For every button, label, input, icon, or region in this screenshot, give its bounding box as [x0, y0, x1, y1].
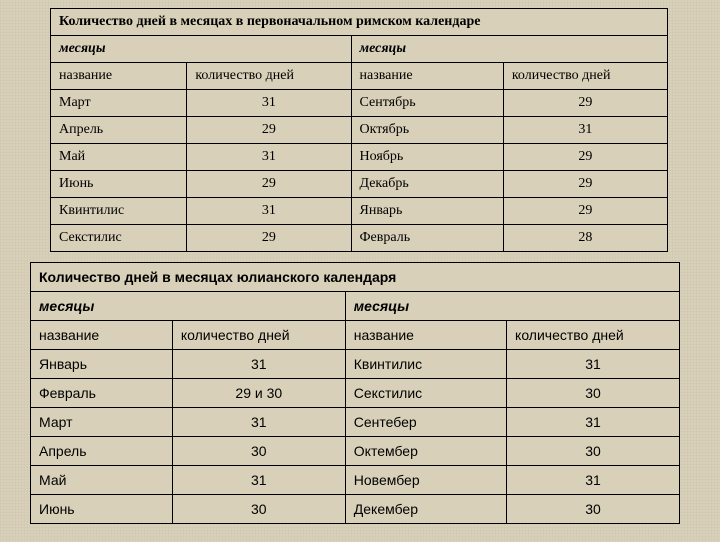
- month-name: Март: [51, 90, 187, 117]
- table-row: Апрель29Октябрь31: [51, 117, 668, 144]
- day-count: 29: [503, 90, 667, 117]
- table1-subhead-left: месяцы: [51, 36, 352, 63]
- month-name: Ноябрь: [351, 144, 503, 171]
- month-name: Сентябрь: [351, 90, 503, 117]
- day-count: 31: [503, 117, 667, 144]
- table1-col1: название: [51, 63, 187, 90]
- month-name: Секстилис: [345, 379, 506, 408]
- day-count: 30: [507, 379, 680, 408]
- month-name: Апрель: [51, 117, 187, 144]
- day-count: 29: [187, 225, 351, 252]
- month-name: Новембер: [345, 466, 506, 495]
- month-name: Декабрь: [351, 171, 503, 198]
- day-count: 30: [507, 495, 680, 524]
- day-count: 31: [187, 90, 351, 117]
- month-name: Квинтилис: [345, 350, 506, 379]
- day-count: 31: [507, 466, 680, 495]
- day-count: 30: [507, 437, 680, 466]
- month-name: Февраль: [31, 379, 173, 408]
- day-count: 30: [172, 437, 345, 466]
- day-count: 29: [503, 171, 667, 198]
- day-count: 31: [507, 408, 680, 437]
- table1-subhead-right: месяцы: [351, 36, 668, 63]
- table-row: Май31Ноябрь29: [51, 144, 668, 171]
- month-name: Июнь: [31, 495, 173, 524]
- table-row: Апрель30Октембер30: [31, 437, 680, 466]
- table2-col4: количество дней: [507, 321, 680, 350]
- julian-calendar-table: Количество дней в месяцах юлианского кал…: [30, 262, 680, 524]
- month-name: Октембер: [345, 437, 506, 466]
- month-name: Апрель: [31, 437, 173, 466]
- month-name: Январь: [351, 198, 503, 225]
- table-row: Март31Сентябрь29: [51, 90, 668, 117]
- month-name: Январь: [31, 350, 173, 379]
- table-row: Февраль29 и 30Секстилис30: [31, 379, 680, 408]
- month-name: Секстилис: [51, 225, 187, 252]
- month-name: Квинтилис: [51, 198, 187, 225]
- table2-subhead-left: месяцы: [31, 292, 346, 321]
- table1-col2: количество дней: [187, 63, 351, 90]
- day-count: 31: [172, 350, 345, 379]
- day-count: 29: [187, 171, 351, 198]
- table-row: Март31Сентебер31: [31, 408, 680, 437]
- table-row: Июнь29Декабрь29: [51, 171, 668, 198]
- table1-title: Количество дней в месяцах в первоначальн…: [51, 9, 668, 36]
- table-row: Секстилис29Февраль28: [51, 225, 668, 252]
- month-name: Май: [51, 144, 187, 171]
- day-count: 30: [172, 495, 345, 524]
- table1-col3: название: [351, 63, 503, 90]
- day-count: 28: [503, 225, 667, 252]
- day-count: 29: [503, 144, 667, 171]
- roman-calendar-table: Количество дней в месяцах в первоначальн…: [50, 8, 668, 252]
- day-count: 31: [187, 198, 351, 225]
- day-count: 29: [503, 198, 667, 225]
- table2-col1: название: [31, 321, 173, 350]
- table2-col2: количество дней: [172, 321, 345, 350]
- day-count: 31: [172, 408, 345, 437]
- month-name: Сентебер: [345, 408, 506, 437]
- month-name: Март: [31, 408, 173, 437]
- table1-col4: количество дней: [503, 63, 667, 90]
- table2-subhead-right: месяцы: [345, 292, 679, 321]
- table2-col3: название: [345, 321, 506, 350]
- table2-title: Количество дней в месяцах юлианского кал…: [31, 263, 680, 292]
- table-row: Январь31Квинтилис31: [31, 350, 680, 379]
- month-name: Июнь: [51, 171, 187, 198]
- table-row: Май31Новембер31: [31, 466, 680, 495]
- month-name: Февраль: [351, 225, 503, 252]
- table-row: Июнь30Декембер30: [31, 495, 680, 524]
- day-count: 31: [507, 350, 680, 379]
- day-count: 31: [187, 144, 351, 171]
- day-count: 29: [187, 117, 351, 144]
- day-count: 29 и 30: [172, 379, 345, 408]
- day-count: 31: [172, 466, 345, 495]
- table-row: Квинтилис31Январь29: [51, 198, 668, 225]
- month-name: Октябрь: [351, 117, 503, 144]
- month-name: Май: [31, 466, 173, 495]
- month-name: Декембер: [345, 495, 506, 524]
